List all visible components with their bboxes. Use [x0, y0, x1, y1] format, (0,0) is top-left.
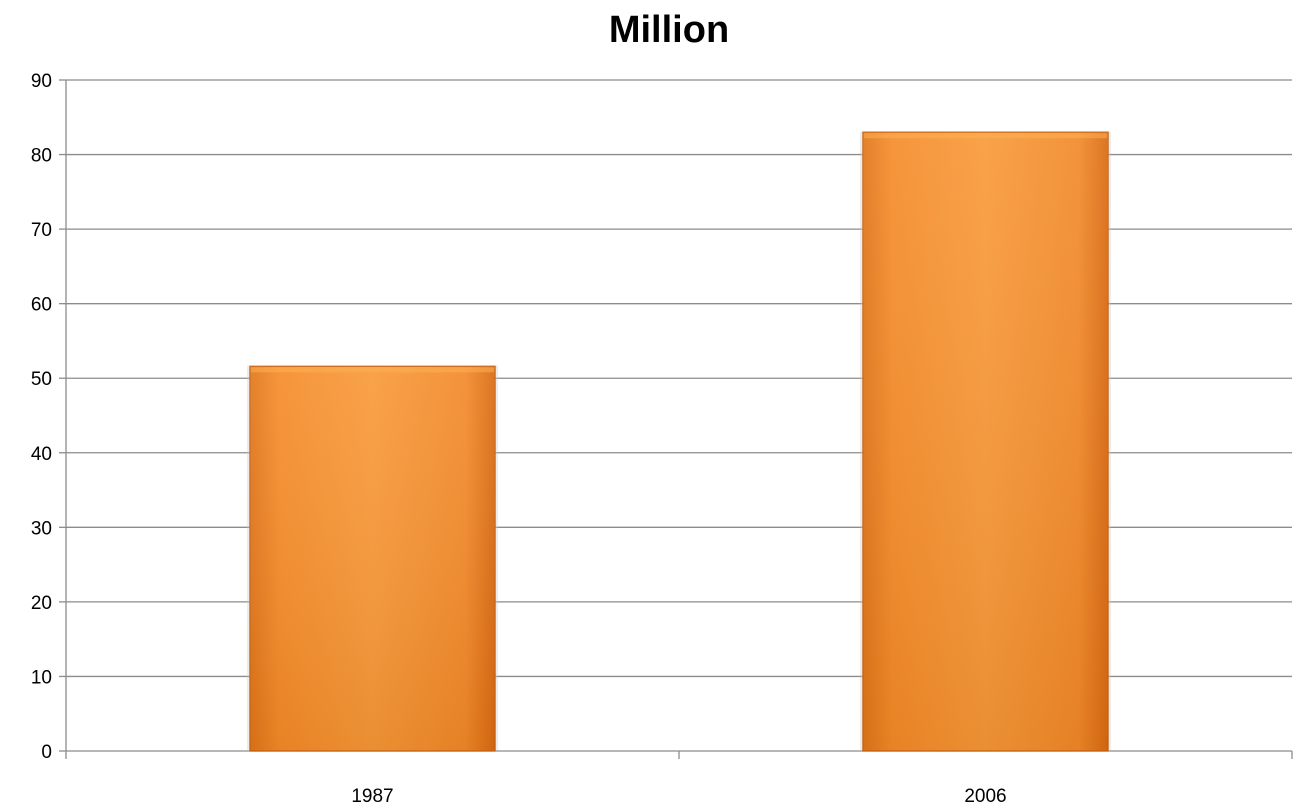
bar-shading: [249, 366, 496, 751]
y-tick-label: 60: [31, 295, 52, 316]
x-tick-label: 1987: [351, 786, 393, 807]
y-tick-label: 40: [31, 444, 52, 465]
bar-shading: [862, 132, 1109, 751]
bar-1987: [246, 365, 499, 752]
y-tick-label: 90: [31, 71, 52, 92]
bar-top-highlight: [250, 367, 495, 373]
bar-top-highlight: [863, 133, 1108, 139]
bars: [246, 131, 1112, 752]
y-tick-label: 80: [31, 146, 52, 167]
y-tick-label: 10: [31, 667, 52, 688]
y-tick-label: 30: [31, 518, 52, 539]
y-tick-label: 70: [31, 220, 52, 241]
x-tick-label: 2006: [964, 786, 1006, 807]
y-tick-label: 20: [31, 593, 52, 614]
tick-labels: 0 10 20 30 40 50 60 70 80 90 1987 2006: [31, 71, 1007, 807]
y-tick-label: 0: [41, 742, 52, 763]
chart-title: Million: [608, 9, 730, 51]
bar-2006: [859, 131, 1112, 752]
y-tick-label: 50: [31, 369, 52, 390]
